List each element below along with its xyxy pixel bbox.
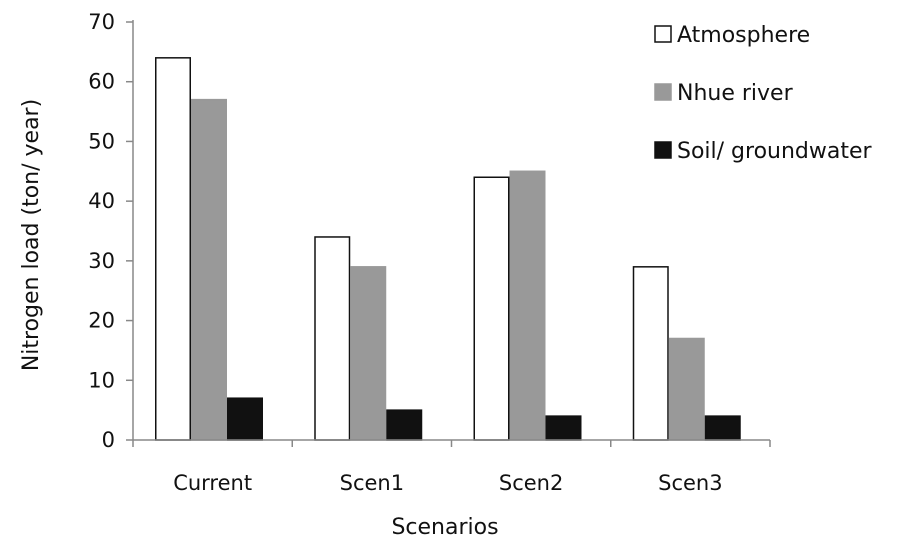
y-axis: 0 10 20 30 40 50 60 70 <box>88 10 134 452</box>
bar-atmosphere-scen2 <box>473 176 510 441</box>
x-tick-label-scen1: Scen1 <box>340 471 404 495</box>
y-tick-label-0: 0 <box>102 428 115 452</box>
bar-soil-groundwater-scen1 <box>386 409 423 441</box>
bar-soil-groundwater-scen2 <box>545 415 582 441</box>
legend-swatch-atmosphere <box>654 25 672 43</box>
bar-atmosphere-scen3 <box>632 266 669 441</box>
legend-label-soil-groundwater: Soil/ groundwater <box>677 139 873 164</box>
legend-label-nhue-river: Nhue river <box>677 81 794 106</box>
legend: Atmosphere Nhue river Soil/ groundwater <box>654 23 873 164</box>
bar-nhue-river-current <box>191 98 227 441</box>
y-tick-label-60: 60 <box>88 70 115 94</box>
x-tick-label-current: Current <box>173 471 252 495</box>
y-tick-label-70: 70 <box>88 10 115 34</box>
bar-atmosphere-scen1 <box>314 236 351 441</box>
plot-area <box>155 57 741 441</box>
bar-soil-groundwater-scen3 <box>704 415 741 441</box>
y-axis-title: Nitrogen load (ton/ year) <box>19 99 44 371</box>
legend-swatch-soil-groundwater <box>654 141 672 159</box>
x-axis: Current Scen1 Scen2 Scen3 <box>132 439 771 495</box>
bar-atmosphere-current <box>155 57 191 441</box>
legend-label-atmosphere: Atmosphere <box>677 23 810 48</box>
y-tick-label-50: 50 <box>88 129 115 153</box>
bar-nhue-river-scen2 <box>509 170 546 441</box>
x-axis-title: Scenarios <box>391 515 498 540</box>
y-tick-label-40: 40 <box>88 189 115 213</box>
bar-nhue-river-scen3 <box>668 337 705 441</box>
bar-soil-groundwater-current <box>227 397 263 441</box>
y-tick-label-10: 10 <box>88 368 115 392</box>
y-tick-label-20: 20 <box>88 309 115 333</box>
legend-swatch-nhue-river <box>654 83 672 101</box>
y-tick-label-30: 30 <box>88 249 115 273</box>
x-tick-label-scen2: Scen2 <box>499 471 563 495</box>
x-tick-label-scen3: Scen3 <box>658 471 722 495</box>
bar-nhue-river-scen1 <box>350 266 387 441</box>
